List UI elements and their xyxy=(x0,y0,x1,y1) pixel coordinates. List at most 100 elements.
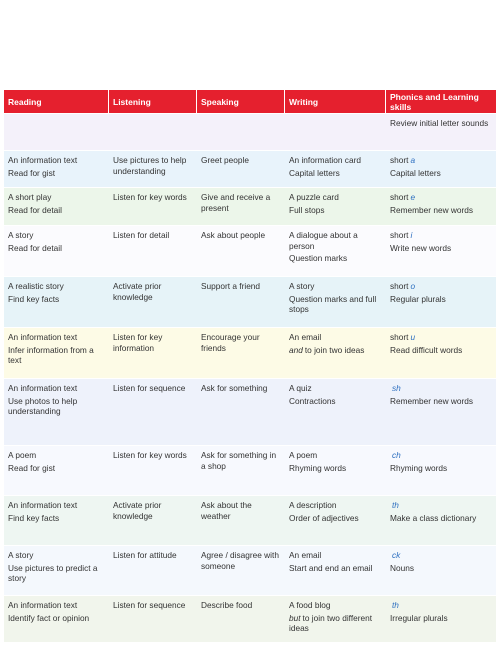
cell-item: An email xyxy=(289,332,322,342)
cell-item: Use pictures to help understanding xyxy=(113,155,187,176)
table-row: A realistic story Find key facts Activate … xyxy=(4,277,496,327)
cell-item: Encourage your friends xyxy=(201,332,260,353)
cell-item: A realistic story xyxy=(8,281,64,291)
table-cell: A quiz Contractions xyxy=(289,383,380,408)
cell-item: Activate prior knowledge xyxy=(113,500,162,521)
cell-item: th xyxy=(390,500,490,511)
cell-item: An information text xyxy=(8,332,78,342)
cell-item: Infer information from a text xyxy=(8,344,94,366)
table-cell: A poem Rhyming words xyxy=(289,450,380,475)
table-cell: Ask for something xyxy=(201,383,279,396)
item-text: to join two ideas xyxy=(304,344,365,355)
cell-item: and to join two ideas xyxy=(289,345,380,356)
cell-item: but to join two different ideas xyxy=(289,613,380,634)
cell-item: Ask about the weather xyxy=(201,500,252,521)
sound-prefix: short xyxy=(390,192,409,202)
sound: a xyxy=(410,155,416,165)
table-cell: Listen for key information xyxy=(113,332,191,355)
header-cell: Reading xyxy=(4,90,108,113)
cell-item: Listen for sequence xyxy=(113,383,186,393)
cell-item: Remember new words xyxy=(390,395,473,406)
cell-item: An information text xyxy=(8,383,78,393)
table-cell: A puzzle card Full stops xyxy=(289,192,380,217)
table-cell: Ask about the weather xyxy=(201,500,279,523)
cell-item: Start and end an email xyxy=(289,562,373,573)
cell-item: An information text xyxy=(8,500,78,510)
table-cell: An information text Infer information fro… xyxy=(8,332,103,368)
table-row: Review initial letter sounds xyxy=(4,114,496,150)
table-cell: short a Capital letters xyxy=(390,155,490,180)
sound: sh xyxy=(392,383,401,393)
cell-item: Use pictures to predict a story xyxy=(8,562,98,584)
cell-item: Describe food xyxy=(201,600,253,610)
cell-item: A poem xyxy=(289,450,318,460)
cell-item: Listen for sequence xyxy=(113,600,186,610)
cell-item: A poem xyxy=(8,450,37,460)
cell-item: A story xyxy=(289,281,315,291)
cell-item: Nouns xyxy=(390,562,414,573)
cell-item: Question marks and full stops xyxy=(289,293,377,315)
cell-item: short e xyxy=(390,192,490,203)
cell-item: A quiz xyxy=(289,383,312,393)
cell-item: short u xyxy=(390,332,490,343)
cell-item: A story xyxy=(8,230,34,240)
header-cell: Listening xyxy=(109,90,196,113)
table-cell: Give and receive a present xyxy=(201,192,279,215)
table-cell: Use pictures to help understanding xyxy=(113,155,191,178)
table-cell: An email and to join two ideas xyxy=(289,332,380,357)
table-row: An information text Find key facts Activat… xyxy=(4,496,496,545)
table-cell: Ask for something in a shop xyxy=(201,450,279,473)
cell-item: th xyxy=(390,600,490,611)
cell-item: Capital letters xyxy=(390,167,441,178)
table-row: An information text Infer information fro… xyxy=(4,328,496,378)
cell-item: Read difficult words xyxy=(390,344,463,355)
table-cell: Activate prior knowledge xyxy=(113,500,191,523)
cell-item: A description xyxy=(289,500,337,510)
table-cell: Listen for key words xyxy=(113,192,191,205)
emphasis: and xyxy=(289,344,303,355)
cell-item: ch xyxy=(390,450,490,461)
sound: e xyxy=(410,192,416,202)
cell-item: Activate prior knowledge xyxy=(113,281,162,302)
sound: ck xyxy=(392,550,401,560)
table-row: A story Read for detail Listen for detail A… xyxy=(4,226,496,276)
sound-prefix: short xyxy=(390,230,409,240)
cell-item: Make a class dictionary xyxy=(390,512,477,523)
sound: ch xyxy=(392,450,401,460)
table-cell: A food blog but to join two different idea… xyxy=(289,600,380,636)
table-row: A short play Read for detail Listen for ke… xyxy=(4,188,496,225)
cell-item: Greet people xyxy=(201,155,249,165)
cell-item: Rhyming words xyxy=(390,462,448,473)
cell-item: An information text xyxy=(8,600,78,610)
cell-item: Support a friend xyxy=(201,281,261,291)
cell-item: Write new words xyxy=(390,242,452,253)
cell-item: Read for gist xyxy=(8,462,56,473)
sound-prefix: short xyxy=(390,332,409,342)
table-cell: Greet people xyxy=(201,155,279,168)
cell-item: sh xyxy=(390,383,490,394)
table-cell: Listen for attitude xyxy=(113,550,191,563)
cell-item: Listen for detail xyxy=(113,230,170,240)
cell-item: Rhyming words xyxy=(289,462,347,473)
cell-item: A puzzle card xyxy=(289,192,339,202)
table-cell: A story Use pictures to predict a story xyxy=(8,550,103,586)
header-cell: Phonics and Learning skills xyxy=(386,90,496,113)
sound: i xyxy=(410,230,413,240)
table-cell: A realistic story Find key facts xyxy=(8,281,103,306)
table-cell: short o Regular plurals xyxy=(390,281,490,306)
table-row: A story Use pictures to predict a story Li… xyxy=(4,546,496,595)
table-cell: th Irregular plurals xyxy=(390,600,490,625)
table-cell: A story Read for detail xyxy=(8,230,103,255)
table-cell: An information text Find key facts xyxy=(8,500,103,525)
table-cell: short i Write new words xyxy=(390,230,490,255)
cell-item: Listen for attitude xyxy=(113,550,177,560)
cell-item: An information text xyxy=(8,155,78,165)
table-cell: An information text Read for gist xyxy=(8,155,103,180)
header-cell: Writing xyxy=(285,90,385,113)
cell-item: short i xyxy=(390,230,490,241)
cell-item: Question marks xyxy=(289,253,348,263)
table-cell: Activate prior knowledge xyxy=(113,281,191,304)
table-row: An information text Identify fact or opin… xyxy=(4,596,496,642)
sound: o xyxy=(410,281,416,291)
